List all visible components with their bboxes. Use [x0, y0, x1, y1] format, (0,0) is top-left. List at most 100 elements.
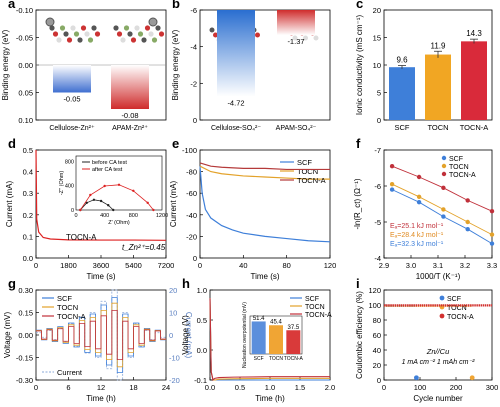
- y-tick-label: 0.5: [197, 316, 207, 325]
- inset-category-label: TOCN: [269, 356, 283, 362]
- x-tick-label: 3.3: [487, 261, 497, 270]
- y-tick-label: -0.10: [16, 6, 33, 15]
- atom: [56, 37, 62, 43]
- y-tick-label: -80: [186, 168, 197, 177]
- y-tick-label: 0.00: [18, 61, 33, 70]
- data-point: [489, 241, 495, 246]
- legend-label: TOCN: [305, 304, 325, 311]
- x-tick-label: 0: [34, 383, 38, 392]
- inset-y-axis-label: -Z'' (Ohm): [59, 171, 65, 196]
- inset-data-label: 37.5: [287, 325, 299, 331]
- x-axis-label: Time (h): [255, 394, 285, 403]
- y-axis-label: Binding energy (eV): [1, 29, 10, 100]
- category-label: APAM-Zn²⁺: [112, 125, 148, 132]
- atom: [158, 31, 165, 37]
- x-tick-label: 3600: [93, 261, 110, 270]
- panel-g: g -0.30 -0.15 0.00 0.15 0.30 0 6 12 18 24 Time (h) V…: [3, 276, 193, 403]
- y-tick-label: 0: [193, 116, 197, 125]
- atom: [94, 31, 101, 37]
- panel-label: f: [356, 136, 361, 151]
- y-tick-label: 1.0: [197, 286, 207, 295]
- y2-tick-label: 0: [169, 331, 173, 340]
- legend-label: SCF: [447, 296, 461, 303]
- x-tick-label: 5400: [125, 261, 142, 270]
- data-label: 14.3: [466, 29, 482, 38]
- atom: [144, 25, 151, 31]
- panel-f: f -4 -5 -6 -7 2.9 3.0 3.1 3.2 3.3 1000/T (K⁻¹) -ln(…: [353, 136, 497, 281]
- inset-data-label: 51.4: [253, 316, 265, 322]
- panel-label: i: [356, 276, 360, 291]
- category-label: TOCN-A: [460, 123, 489, 132]
- data-label: -1.37: [287, 37, 304, 46]
- panel-label: e: [172, 136, 179, 151]
- data-label: 9.6: [396, 56, 408, 65]
- y-tick-label: 40: [373, 346, 381, 355]
- legend-swatch: [439, 313, 445, 319]
- x-tick-label: 0.0: [205, 383, 215, 392]
- y-tick-label: 5: [377, 89, 381, 98]
- y-tick-label: 20: [373, 361, 381, 370]
- series-line-tocn-a: [199, 162, 330, 171]
- data-label: -4.72: [227, 99, 244, 108]
- annotation: Eₐ=32.3 kJ mol⁻¹: [390, 241, 444, 248]
- atom: [52, 31, 59, 37]
- data-point: [465, 219, 470, 225]
- axes-frame: [199, 9, 331, 121]
- inset: Nucleation overpotential (mV) 51.4 SCF 45.4…: [242, 302, 304, 368]
- panel-label: a: [8, 0, 16, 11]
- before-ca-curve-point: [92, 198, 96, 201]
- legend-label: TOCN: [449, 164, 469, 171]
- atom: [292, 35, 298, 41]
- atom: [73, 31, 80, 37]
- x-tick-label: 120: [324, 261, 337, 270]
- legend-label: SCF: [305, 296, 319, 303]
- axes-frame: [199, 149, 331, 259]
- after-ca-curve-point: [152, 208, 155, 212]
- y-tick-label: 20: [373, 6, 381, 15]
- x-tick-label: 3.2: [460, 261, 470, 270]
- panel-d: d 0.0 0.1 0.2 0.3 0.4 0.5 0 1800 3600 5400 7200 Time…: [5, 136, 174, 281]
- panel-label: c: [356, 0, 363, 11]
- y-tick-label: 0.05: [18, 89, 33, 98]
- legend-label: SCF: [297, 158, 312, 167]
- y-tick-label: -4: [190, 43, 197, 52]
- atom: [130, 37, 137, 43]
- legend-label: TOCN-A: [297, 176, 326, 185]
- category-label: TOCN: [427, 123, 448, 132]
- y2-tick-label: -10: [169, 354, 180, 363]
- y-axis-label: Current (mA): [169, 181, 178, 228]
- x-tick-label: 0.5: [235, 383, 245, 392]
- panel-e: e 0 -20 -40 -60 -80 -100 0 40 80 120 Time (s) Curren…: [169, 136, 336, 281]
- series-line-tocn-a: [209, 298, 330, 382]
- y-axis-label: Voltage (mV): [3, 312, 12, 359]
- legend-swatch: [439, 295, 445, 301]
- data-label: -0.08: [121, 111, 138, 120]
- y2-tick-label: 10: [169, 309, 177, 318]
- bar: [389, 67, 415, 120]
- y-tick-label: 0.4: [23, 168, 33, 177]
- category-label: Cellulose-SO₄²⁻: [211, 125, 261, 132]
- panel-label: d: [8, 136, 16, 151]
- data-point: [465, 227, 470, 232]
- y-tick-label: -0.1: [194, 376, 207, 385]
- panel-c: c 0 5 10 15 20 Ionic conductivity (mS cm⁻¹) 9.6…: [355, 0, 493, 132]
- legend-label: TOCN-A: [449, 172, 476, 179]
- y2-axis-label: Current (mA): [184, 312, 193, 359]
- data-point: [416, 200, 422, 205]
- data-point: [441, 214, 446, 219]
- x-tick-label: 3.1: [433, 261, 443, 270]
- y-tick-label: 80: [373, 316, 381, 325]
- y2-tick-label: 20: [169, 286, 177, 295]
- y-tick-label: -60: [186, 189, 197, 198]
- y-tick-label: 60: [373, 331, 381, 340]
- series-line: [35, 149, 167, 241]
- y-tick-label: -7: [374, 146, 381, 155]
- y-tick-label: 0: [377, 116, 381, 125]
- legend-label: TOCN-A: [305, 312, 332, 319]
- panel-i: i 0 20 40 60 80 100 120 0 100 200 300 Cycle number Co…: [355, 276, 498, 403]
- inset-x-tick-label: 0: [74, 213, 77, 219]
- inset-bar: [269, 325, 283, 354]
- outlier-point: [414, 375, 419, 381]
- molecule-structure-image: [45, 17, 101, 43]
